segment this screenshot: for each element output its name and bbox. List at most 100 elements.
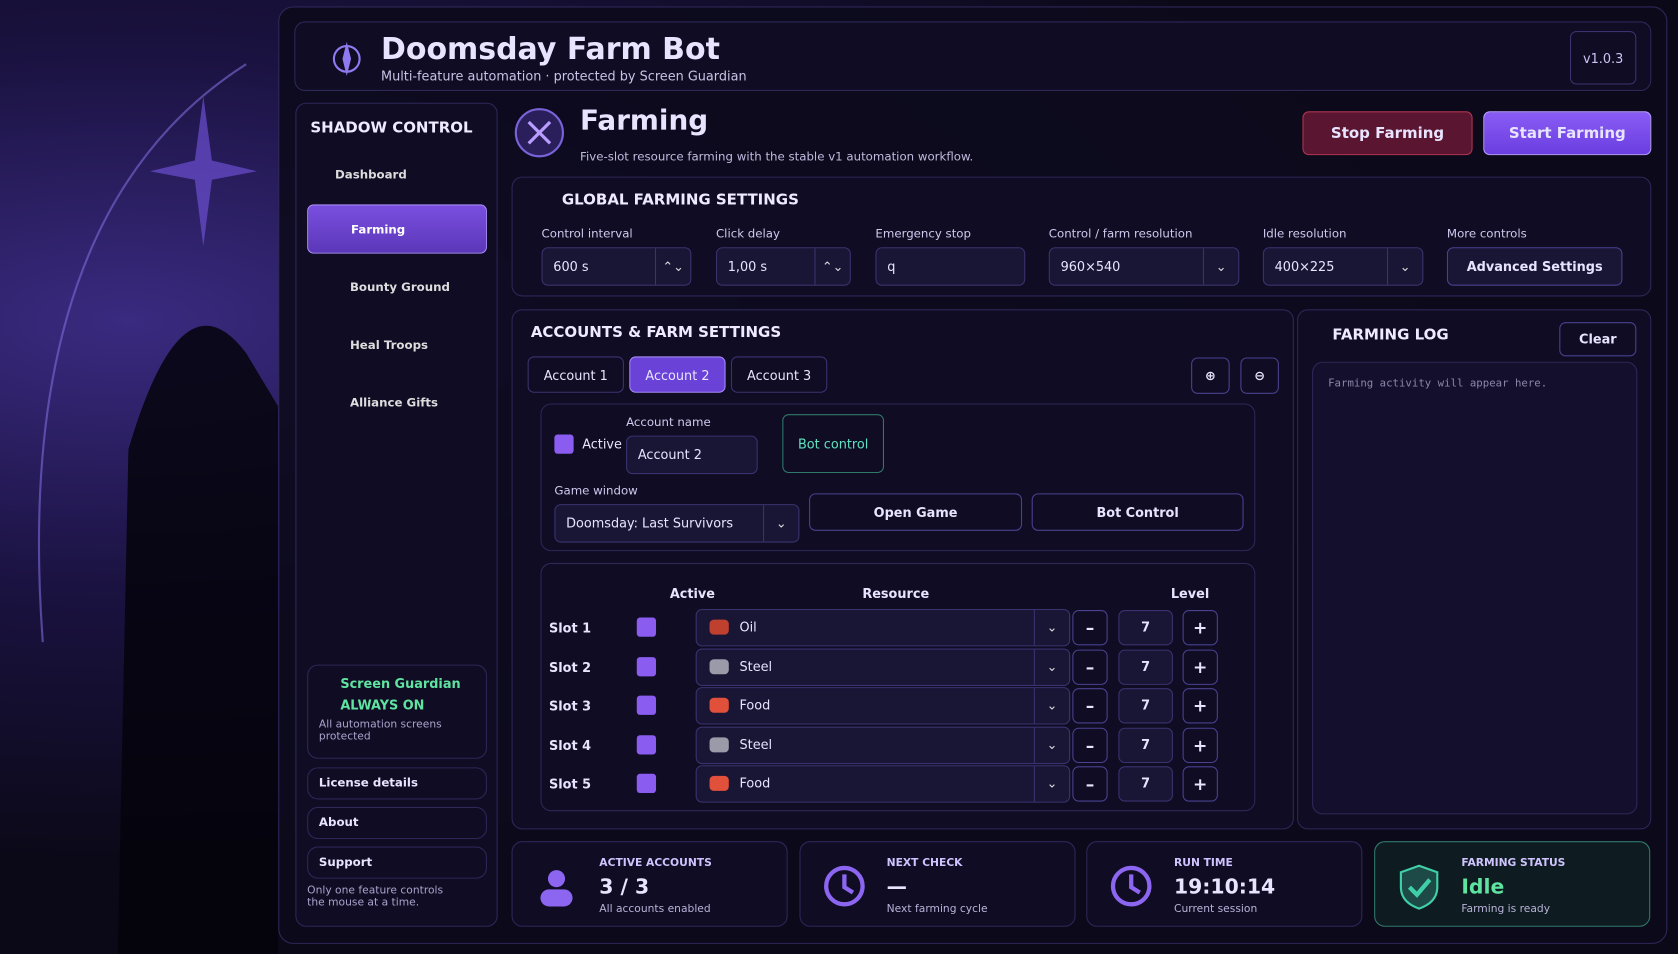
nav-item[interactable]: Heal Troops <box>349 338 429 353</box>
stat-icon <box>1399 864 1438 910</box>
header: Doomsday Farm Bot Multi-feature automati… <box>294 21 1652 91</box>
clear-button[interactable]: Clear <box>1559 322 1637 357</box>
game-window-select[interactable]: Doomsday: Last Survivors ⌄ <box>554 504 800 543</box>
level-minus[interactable]: – <box>1072 727 1108 763</box>
account-card: Active Account name Account 2 Bot contro… <box>540 403 1256 552</box>
level-plus[interactable]: + <box>1182 649 1218 685</box>
slot-checkbox[interactable] <box>636 773 657 794</box>
field-value: 400×225 <box>1274 258 1335 274</box>
field-label: More controls <box>1446 226 1527 241</box>
resource-icon <box>709 658 729 674</box>
level-input[interactable]: 7 <box>1118 610 1173 646</box>
sidebar-link[interactable]: About <box>307 806 487 840</box>
idle-select[interactable]: 400×225 ⌄ <box>1262 247 1424 286</box>
global-settings: GLOBAL FARMING SETTINGS Control interval… <box>511 176 1652 297</box>
sidebar: SHADOW CONTROL Dashboard Farming Bounty … <box>295 102 498 927</box>
interval-input[interactable]: 600 s ⌃⌄ <box>541 247 692 286</box>
slot-checkbox[interactable] <box>636 695 657 715</box>
stat-label: ACTIVE ACCOUNTS <box>599 857 712 870</box>
remove-account[interactable]: ⊖ <box>1240 357 1279 394</box>
stat-note: Current session <box>1174 903 1258 916</box>
field-value: 600 s <box>553 258 589 274</box>
resource-select[interactable]: Food ⌄ <box>695 765 1071 803</box>
bot-control-tab[interactable]: Bot control <box>782 414 884 474</box>
log-placeholder: Farming activity will appear here. <box>1328 377 1548 390</box>
slot-checkbox[interactable] <box>636 734 657 754</box>
stat-label: FARMING STATUS <box>1461 857 1566 870</box>
page-title: Farming <box>580 104 709 137</box>
slot-label: Slot 1 <box>549 620 592 636</box>
open-game-button[interactable]: Open Game <box>809 493 1023 531</box>
account-tab[interactable]: Account 1 <box>527 356 624 393</box>
guardian-note: All automation screens protected <box>318 719 442 743</box>
resource-name: Food <box>739 697 771 713</box>
field-value: 1,00 s <box>727 258 768 274</box>
level-input[interactable]: 7 <box>1118 766 1173 802</box>
resolution-select[interactable]: 960×540 ⌄ <box>1048 247 1240 286</box>
level-input[interactable]: 7 <box>1118 688 1173 724</box>
account-tab[interactable]: Account 3 <box>730 356 828 393</box>
resource-select[interactable]: Steel ⌄ <box>695 726 1071 764</box>
stop-key-input[interactable]: q <box>875 247 1026 286</box>
stat-note: Next farming cycle <box>886 903 988 916</box>
account-tab-active[interactable]: Account 2 <box>629 356 726 393</box>
level-plus[interactable]: + <box>1182 766 1218 802</box>
field-value: q <box>887 258 896 274</box>
account-name-input[interactable]: Account 2 <box>626 435 758 475</box>
level-minus[interactable]: – <box>1072 688 1108 724</box>
advanced-button[interactable]: Advanced Settings <box>1446 247 1623 286</box>
slot-row: Slot 3 Food ⌄ – 7 + <box>542 687 1227 726</box>
resource-icon <box>709 697 729 713</box>
slot-row: Slot 1 Oil ⌄ – 7 + <box>542 608 1227 648</box>
add-account[interactable]: ⊕ <box>1191 357 1230 394</box>
slot-checkbox[interactable] <box>636 617 657 637</box>
section-title: GLOBAL FARMING SETTINGS <box>561 191 799 209</box>
level-minus[interactable]: – <box>1072 766 1108 802</box>
nav-item-active[interactable]: Farming <box>307 204 487 254</box>
level-plus[interactable]: + <box>1182 610 1218 646</box>
active-checkbox[interactable] <box>554 434 574 454</box>
stat-value: 19:10:14 <box>1174 875 1276 899</box>
resource-select[interactable]: Steel ⌄ <box>695 648 1071 686</box>
page-description: Five-slot resource farming with the stab… <box>580 149 974 164</box>
level-input[interactable]: 7 <box>1118 649 1173 685</box>
level-minus[interactable]: – <box>1072 610 1108 646</box>
slots-table: Active Resource Level Slot 1 Oil ⌄ – 7 + … <box>540 562 1256 812</box>
field-label: Game window <box>554 483 638 498</box>
resource-name: Food <box>739 775 771 791</box>
app-subtitle: Multi-feature automation · protected by … <box>380 68 747 84</box>
field-label: Idle resolution <box>1262 226 1347 241</box>
nav-item[interactable]: Bounty Ground <box>349 280 450 295</box>
resource-name: Steel <box>739 658 773 674</box>
nav-item[interactable]: Dashboard <box>334 168 407 182</box>
resource-select[interactable]: Oil ⌄ <box>695 608 1071 647</box>
field-value: Account 2 <box>637 447 702 463</box>
active-label: Active <box>582 436 622 452</box>
sidebar-note: Only one feature controls the mouse at a… <box>307 885 444 909</box>
start-button[interactable]: Start Farming <box>1483 111 1652 156</box>
resource-icon <box>709 775 729 791</box>
level-minus[interactable]: – <box>1072 649 1108 685</box>
slot-label: Slot 4 <box>549 737 592 753</box>
log-panel: FARMING LOG Clear Farming activity will … <box>1297 309 1652 830</box>
level-input[interactable]: 7 <box>1118 727 1173 763</box>
level-plus[interactable]: + <box>1182 688 1218 724</box>
resource-select[interactable]: Food ⌄ <box>695 687 1071 725</box>
guardian-status: ALWAYS ON <box>340 697 425 713</box>
level-plus[interactable]: + <box>1182 727 1218 763</box>
resource-name: Steel <box>739 736 773 752</box>
sidebar-link[interactable]: License details <box>307 767 487 800</box>
stop-button[interactable]: Stop Farming <box>1302 111 1473 156</box>
resource-icon <box>709 619 729 635</box>
delay-input[interactable]: 1,00 s ⌃⌄ <box>715 247 851 286</box>
bot-control-button[interactable]: Bot Control <box>1031 493 1244 531</box>
section-title: FARMING LOG <box>1332 326 1449 344</box>
slot-checkbox[interactable] <box>636 656 657 676</box>
nav-item[interactable]: Alliance Gifts <box>349 395 439 410</box>
slot-label: Slot 3 <box>549 698 592 714</box>
guardian-card: Screen Guardian ALWAYS ON All automation… <box>307 664 487 759</box>
level-value: 7 <box>1141 658 1151 674</box>
sidebar-link[interactable]: Support <box>307 846 487 879</box>
stat-icon <box>823 865 865 907</box>
